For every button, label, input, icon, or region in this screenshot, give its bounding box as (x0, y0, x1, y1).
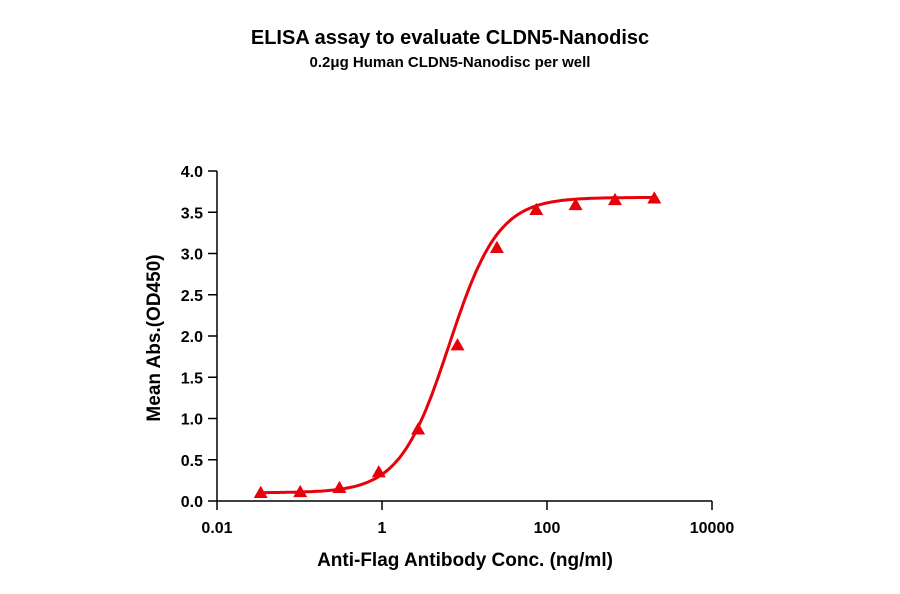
triangle-marker-icon (450, 338, 465, 351)
axes: 0.0 0.5 1.0 1.5 2.0 2.5 3.0 3.5 4.0 0.01 1 100 10000 (181, 164, 735, 537)
triangle-marker-icon (607, 192, 622, 206)
triangle-marker-icon (568, 197, 583, 211)
y-tick-label: 3.0 (181, 247, 203, 264)
triangle-marker-icon (411, 422, 426, 435)
triangle-marker-icon (253, 485, 268, 498)
x-tick-label: 0.01 (201, 520, 232, 537)
triangle-marker-icon (293, 484, 308, 498)
chart-title: ELISA assay to evaluate CLDN5-Nanodisc (250, 27, 650, 49)
y-tick-label: 3.5 (181, 205, 203, 222)
triangle-marker-icon (489, 240, 504, 253)
x-tick-label: 10000 (690, 520, 735, 537)
x-tick-label: 100 (534, 520, 561, 537)
y-tick-label: 1.0 (181, 412, 203, 429)
y-axis-label: Mean Abs.(OD450) (144, 254, 165, 421)
triangle-marker-icon (647, 191, 662, 204)
y-tick-label: 0.5 (181, 453, 203, 470)
y-tick-label: 2.5 (181, 288, 203, 305)
triangle-marker-icon (371, 465, 386, 478)
fit-curve (260, 196, 655, 495)
triangle-marker-icon (529, 202, 544, 216)
triangle-marker-icon (332, 480, 347, 494)
y-tick-label: 0.0 (181, 494, 203, 511)
y-tick-label: 4.0 (181, 164, 203, 181)
y-tick-label: 1.5 (181, 370, 203, 387)
y-tick-label: 2.0 (181, 329, 203, 346)
x-axis-label: Anti-Flag Antibody Conc. (ng/ml) (317, 550, 613, 571)
sigmoid-fit-line (260, 196, 655, 495)
chart-subtitle: 0.2μg Human CLDN5-Nanodisc per well (309, 54, 591, 71)
data-points (253, 191, 662, 498)
x-tick-label: 1 (378, 520, 387, 537)
